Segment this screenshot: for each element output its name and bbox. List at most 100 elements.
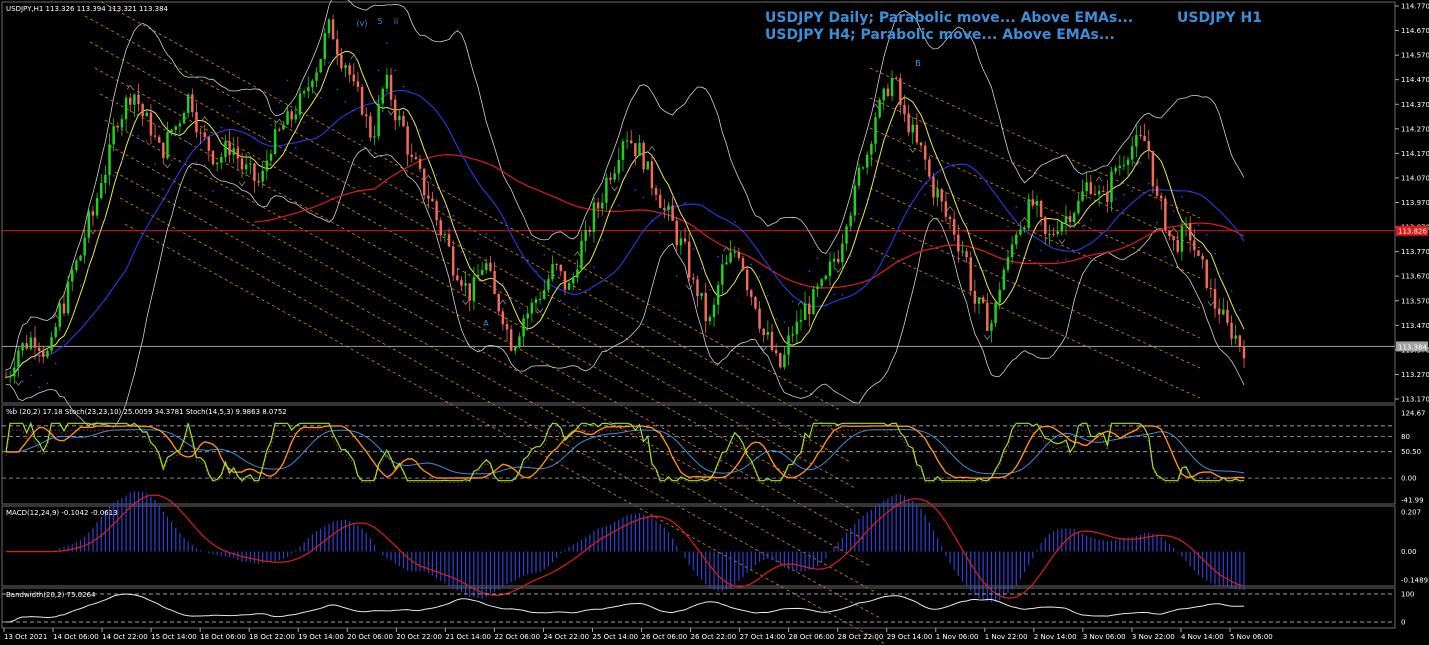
sar-dot bbox=[485, 233, 488, 235]
stochastic-pane[interactable] bbox=[1, 404, 1396, 505]
candle-body bbox=[629, 140, 633, 144]
sar-dot bbox=[369, 165, 372, 167]
sar-dot bbox=[452, 215, 454, 217]
sar-dot bbox=[88, 266, 90, 269]
bandwidth-pane[interactable] bbox=[1, 587, 1396, 629]
trend-channel-line bbox=[119, 197, 881, 619]
candle-body bbox=[393, 99, 397, 121]
candle-body bbox=[596, 202, 600, 209]
sar-dot bbox=[568, 313, 570, 316]
sar-dot bbox=[154, 163, 156, 165]
sar-dot bbox=[187, 141, 189, 144]
sar-dot bbox=[783, 321, 786, 323]
sar-dot bbox=[1239, 309, 1241, 311]
bandwidth-pane-frame bbox=[1, 587, 1396, 629]
price-pane[interactable]: (v) 5 ii B A bbox=[1, 0, 1396, 645]
sar-dot bbox=[179, 159, 181, 162]
candle-body bbox=[845, 226, 848, 244]
sar-dot bbox=[833, 293, 835, 296]
candle-body bbox=[741, 258, 745, 270]
candle-body bbox=[373, 136, 376, 138]
axes: 114.770 114.670 114.570 114.470 114.370 114.2… bbox=[3, 3, 1429, 641]
candle-body bbox=[658, 194, 662, 208]
sar-dot bbox=[750, 263, 753, 266]
candle-body bbox=[600, 202, 604, 209]
sar-dot bbox=[800, 283, 802, 286]
trend-channel-line bbox=[84, 15, 846, 437]
candle-body bbox=[1093, 193, 1097, 195]
trend-channel-line bbox=[869, 67, 1201, 219]
sar-dot bbox=[642, 196, 645, 199]
stoch-tick-label: 0.00 bbox=[1401, 475, 1417, 483]
price-tick-label: 113.770 bbox=[1401, 248, 1429, 256]
candle-body bbox=[853, 185, 857, 216]
candle-body bbox=[75, 260, 78, 271]
candle-body bbox=[543, 290, 546, 299]
candle-body bbox=[331, 19, 335, 40]
fractal-marker bbox=[648, 145, 656, 151]
candle-body bbox=[1201, 255, 1204, 260]
candle-body bbox=[385, 75, 389, 89]
candle-body bbox=[667, 205, 670, 210]
fractal-marker bbox=[201, 116, 209, 121]
sar-dot bbox=[1181, 196, 1183, 198]
macd-signal-line bbox=[6, 494, 1245, 599]
ema-mid-line bbox=[5, 89, 1245, 378]
sar-dot bbox=[278, 101, 281, 104]
candle-body bbox=[944, 201, 948, 217]
candle-body bbox=[236, 148, 240, 159]
candle-body bbox=[447, 234, 451, 247]
sar-dot bbox=[419, 129, 421, 132]
candle-body bbox=[1222, 309, 1225, 315]
candle-body bbox=[592, 202, 596, 232]
fractal-marker bbox=[1133, 161, 1140, 167]
candle-body bbox=[91, 211, 95, 216]
trend-channel-line bbox=[97, 0, 841, 411]
macd-pane[interactable] bbox=[1, 491, 1396, 603]
candle-body bbox=[344, 65, 347, 69]
candle-body bbox=[157, 136, 161, 143]
candle-body bbox=[476, 274, 480, 278]
candle-body bbox=[489, 263, 492, 271]
candle-body bbox=[762, 328, 765, 335]
trend-channel-line bbox=[124, 223, 886, 645]
candle-body bbox=[981, 297, 985, 303]
sar-dot bbox=[328, 61, 330, 64]
sar-dot bbox=[816, 257, 819, 259]
sar-dot bbox=[170, 159, 173, 161]
fractal-marker bbox=[52, 314, 60, 320]
candle-body bbox=[861, 167, 865, 169]
fractal-marker bbox=[275, 118, 283, 124]
candle-body bbox=[878, 100, 881, 118]
candle-body bbox=[42, 350, 45, 357]
candle-body bbox=[932, 176, 935, 198]
candle-body bbox=[750, 290, 753, 297]
candle-body bbox=[54, 326, 57, 338]
candle-body bbox=[572, 277, 575, 284]
sar-dot bbox=[1015, 206, 1018, 208]
macd-header: MACD(12,24,9) -0.1042 -0.0613 bbox=[6, 509, 118, 517]
candle-body bbox=[493, 270, 496, 295]
candle-body bbox=[903, 104, 906, 114]
price-tick-label: 114.070 bbox=[1401, 174, 1429, 182]
candle-body bbox=[37, 347, 41, 351]
bandwidth-tick-label: 0 bbox=[1401, 619, 1405, 627]
candle-body bbox=[679, 238, 683, 246]
sar-dot bbox=[1147, 182, 1150, 185]
candle-body bbox=[485, 263, 488, 270]
candle-body bbox=[1180, 225, 1184, 252]
sar-dot bbox=[949, 189, 951, 191]
candle-body bbox=[460, 280, 463, 286]
sar-dot bbox=[717, 255, 719, 258]
candle-body bbox=[1147, 140, 1151, 151]
time-tick-label: 4 Nov 14:00 bbox=[1181, 633, 1224, 641]
price-marker bbox=[1396, 341, 1428, 352]
annotation-daily: USDJPY Daily; Parabolic move... Above EM… bbox=[765, 10, 1133, 26]
candle-body bbox=[721, 264, 724, 285]
candle-body bbox=[422, 168, 426, 196]
stoch-tick-label: -41.99 bbox=[1401, 497, 1424, 505]
candle-body bbox=[224, 141, 227, 157]
sar-dot bbox=[576, 306, 579, 309]
price-tick-label: 114.670 bbox=[1401, 27, 1429, 35]
